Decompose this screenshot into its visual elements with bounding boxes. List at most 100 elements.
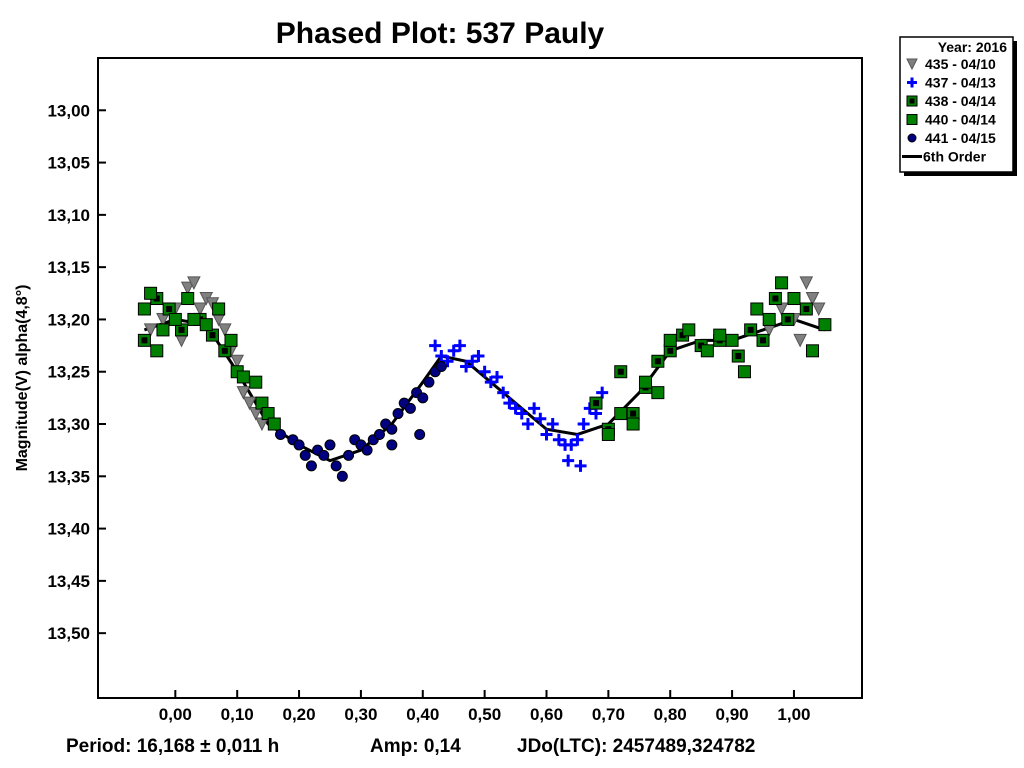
triangle-marker xyxy=(230,354,244,369)
plus-marker xyxy=(562,454,575,467)
square-marker xyxy=(150,344,164,358)
square-marker xyxy=(249,375,263,389)
triangle-marker xyxy=(811,302,826,317)
plus-marker xyxy=(447,344,460,357)
square-marker xyxy=(156,323,170,337)
square-marker xyxy=(614,407,628,421)
plus-marker xyxy=(509,402,522,415)
series-437 xyxy=(429,339,609,472)
square-marker xyxy=(626,417,640,431)
square-marker xyxy=(787,292,801,306)
triangle-marker xyxy=(143,323,158,338)
y-tick-label: 13,45 xyxy=(47,572,90,591)
square-marker xyxy=(906,114,918,125)
square-marker xyxy=(601,427,615,441)
square-dot-center xyxy=(221,347,228,354)
x-tick-label: 0,20 xyxy=(283,705,316,724)
x-tick-label: 1,00 xyxy=(777,705,810,724)
plus-marker xyxy=(546,418,559,431)
legend-entry: 6th Order xyxy=(923,149,987,165)
plus-marker xyxy=(515,407,528,420)
square-marker xyxy=(236,370,250,384)
square-marker xyxy=(651,386,665,400)
plus-marker xyxy=(441,355,454,368)
legend-entry: 437 - 04/13 xyxy=(925,75,996,91)
triangle-marker xyxy=(793,333,807,348)
square-dot-center xyxy=(784,316,791,323)
jdo-text: JDo(LTC): 2457489,324782 xyxy=(517,736,755,757)
circle-marker xyxy=(324,439,336,451)
triangle-marker xyxy=(236,386,251,400)
circle-marker xyxy=(318,449,330,461)
square-marker xyxy=(224,333,238,347)
plus-marker xyxy=(528,402,541,415)
square-marker xyxy=(181,292,195,306)
square-dot-center xyxy=(803,305,810,312)
plus-marker xyxy=(466,355,479,368)
y-axis: 13,00 13,05 13,10 13,15 13,20 13,25 13,30 13,35… xyxy=(47,101,106,643)
square-marker xyxy=(750,302,764,316)
y-tick-label: 13,10 xyxy=(47,206,90,225)
legend-entry: 435 - 04/10 xyxy=(925,56,996,72)
y-axis-label: Magnitude(V) alpha(4,8°) xyxy=(14,285,31,472)
square-dot-center xyxy=(760,337,767,344)
square-dot-center xyxy=(617,368,624,375)
circle-marker xyxy=(386,423,398,435)
y-tick-label: 13,20 xyxy=(47,310,90,329)
plus-marker xyxy=(429,339,442,352)
y-tick-label: 13,30 xyxy=(47,415,90,434)
circle-marker xyxy=(343,449,355,461)
square-marker xyxy=(818,318,832,332)
square-marker xyxy=(700,344,714,358)
circle-marker xyxy=(373,428,385,440)
y-tick-label: 13,25 xyxy=(47,363,90,382)
plus-marker xyxy=(453,339,466,352)
circle-marker xyxy=(293,439,305,451)
y-tick-label: 13,00 xyxy=(47,101,90,120)
plus-marker xyxy=(571,433,584,446)
x-tick-label: 0,40 xyxy=(406,705,439,724)
y-tick-label: 13,40 xyxy=(47,520,90,539)
plus-marker xyxy=(534,412,547,425)
triangle-marker xyxy=(218,323,232,338)
square-dot-center xyxy=(909,98,915,104)
series-441 xyxy=(274,360,447,482)
y-tick-label: 13,05 xyxy=(47,154,90,173)
circle-marker xyxy=(907,133,917,143)
plus-marker xyxy=(540,428,553,441)
series-440 xyxy=(137,276,832,441)
legend-entry: 441 - 04/15 xyxy=(925,130,996,146)
square-dot-center xyxy=(141,337,148,344)
triangle-marker xyxy=(180,281,195,296)
circle-marker xyxy=(414,428,426,440)
square-dot-center xyxy=(592,400,599,407)
plus-marker xyxy=(484,376,497,389)
x-tick-label: 0,30 xyxy=(344,705,377,724)
legend-entry: 438 - 04/14 xyxy=(925,93,996,109)
triangle-marker xyxy=(799,276,814,290)
circle-marker xyxy=(274,428,286,440)
y-tick-label: 13,15 xyxy=(47,258,90,277)
square-marker xyxy=(762,312,776,326)
square-marker xyxy=(806,344,820,358)
plus-marker xyxy=(907,77,917,88)
plus-marker xyxy=(491,370,504,383)
square-dot-center xyxy=(772,295,779,302)
x-tick-label: 0,10 xyxy=(221,705,254,724)
legend-header: Year: 2016 xyxy=(938,39,1007,55)
square-marker xyxy=(199,318,213,332)
x-tick-label: 0,50 xyxy=(468,705,501,724)
plus-marker xyxy=(503,397,516,410)
period-text: Period: 16,168 ± 0,011 h xyxy=(66,736,279,757)
square-marker xyxy=(137,302,151,316)
legend: Year: 2016 435 - 04/10 437 - 04/13 438 - 0… xyxy=(899,36,1017,176)
plus-marker xyxy=(478,365,491,378)
legend-entry: 440 - 04/14 xyxy=(925,112,996,128)
square-dot-center xyxy=(654,358,661,365)
plus-marker xyxy=(460,360,473,373)
circle-marker xyxy=(417,392,429,404)
square-marker xyxy=(663,333,677,347)
square-dot-center xyxy=(630,410,637,417)
square-marker xyxy=(267,417,281,431)
